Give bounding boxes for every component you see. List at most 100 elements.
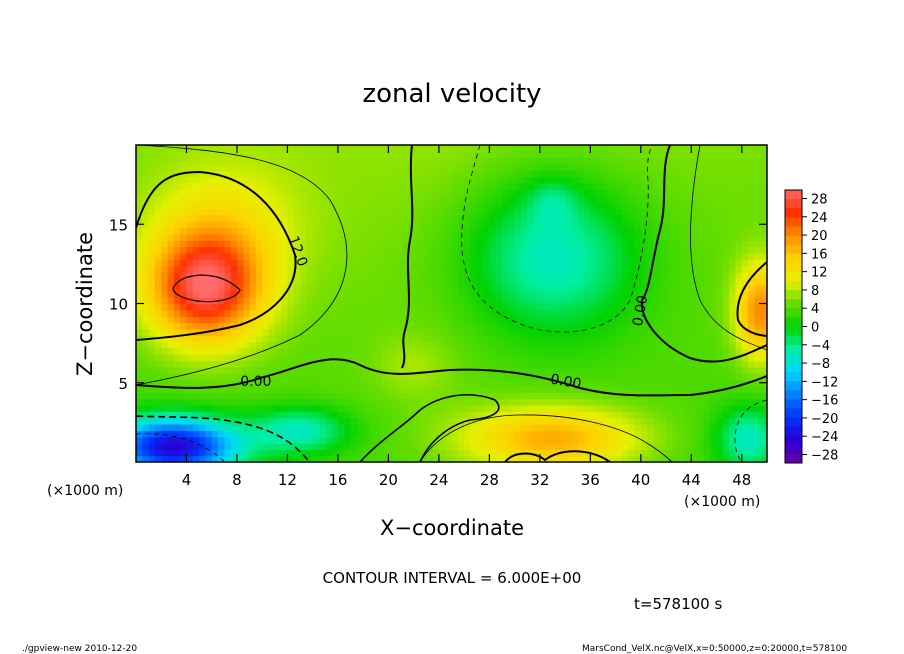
heat-cell: [224, 202, 232, 209]
heat-cell: [741, 328, 749, 336]
heat-cell: [268, 423, 276, 431]
heat-cell: [640, 417, 648, 425]
heat-cell: [615, 392, 623, 400]
heat-cell: [186, 208, 194, 216]
heat-cell: [558, 347, 566, 355]
heat-cell: [483, 208, 490, 216]
heat-cell: [413, 202, 421, 209]
heat-cell: [495, 157, 503, 165]
heat-cell: [615, 246, 623, 254]
heat-cell: [148, 404, 156, 412]
heat-cell: [735, 278, 743, 286]
heat-cell: [508, 145, 516, 152]
heat-cell: [218, 423, 225, 431]
heat-cell: [287, 233, 295, 241]
heat-cell: [659, 360, 667, 368]
heat-cell: [142, 449, 150, 457]
heat-cell: [173, 195, 181, 203]
heat-cell: [527, 398, 535, 406]
heat-cell: [445, 265, 453, 273]
heat-cell: [142, 398, 150, 406]
heat-cell: [729, 195, 737, 203]
heat-cell: [445, 278, 453, 286]
heat-cell: [697, 430, 705, 438]
heat-cell: [281, 202, 289, 209]
heat-cell: [666, 335, 673, 343]
heat-cell: [445, 227, 453, 235]
heat-cell: [754, 195, 762, 203]
heat-cell: [350, 214, 358, 222]
heat-cell: [501, 164, 509, 171]
heat-cell: [659, 303, 667, 311]
heat-cell: [716, 208, 724, 216]
heat-cell: [621, 366, 629, 374]
heat-cell: [546, 252, 554, 260]
heat-cell: [729, 240, 737, 248]
heat-cell: [457, 221, 465, 229]
heat-cell: [678, 404, 686, 412]
heat-cell: [659, 176, 667, 184]
heat-cell: [344, 436, 352, 444]
heat-cell: [401, 360, 408, 368]
heat-cell: [161, 252, 169, 260]
heat-cell: [609, 246, 617, 254]
heat-cell: [312, 341, 320, 349]
heat-cell: [180, 246, 188, 254]
heat-cell: [609, 157, 617, 165]
heat-cell: [571, 385, 579, 393]
heat-cell: [514, 449, 522, 457]
heat-cell: [729, 373, 737, 381]
heat-cell: [331, 379, 339, 387]
heat-cell: [199, 360, 207, 368]
heat-cell: [382, 366, 389, 374]
heat-cell: [754, 240, 762, 248]
heat-cell: [192, 335, 200, 343]
heat-cell: [741, 423, 749, 431]
heat-cell: [722, 360, 730, 368]
heat-cell: [350, 278, 358, 286]
heat-cell: [596, 265, 604, 273]
heat-cell: [419, 316, 427, 324]
heat-cell: [142, 240, 150, 248]
heat-cell: [218, 246, 225, 254]
heat-cell: [628, 151, 636, 159]
heat-cell: [274, 442, 282, 450]
heat-cell: [180, 303, 188, 311]
heat-cell: [703, 335, 711, 343]
heat-cell: [590, 423, 598, 431]
heat-cell: [224, 189, 232, 197]
heat-cell: [565, 259, 572, 267]
heat-cell: [243, 341, 251, 349]
heat-cell: [388, 278, 396, 286]
heat-cell: [602, 404, 610, 412]
heat-cell: [697, 170, 705, 178]
heat-cell: [331, 366, 339, 374]
heat-cell: [274, 322, 282, 330]
heat-cell: [577, 411, 585, 419]
heat-cell: [388, 366, 396, 374]
heat-cell: [621, 455, 629, 462]
heat-cell: [457, 176, 465, 184]
heat-cell: [621, 278, 629, 286]
heat-cell: [565, 233, 572, 241]
heat-cell: [571, 335, 579, 343]
heat-cell: [325, 176, 333, 184]
heat-cell: [186, 297, 194, 305]
heat-cell: [533, 176, 541, 184]
heat-cell: [640, 265, 648, 273]
heat-cell: [691, 385, 699, 393]
heat-cell: [401, 398, 408, 406]
heat-cell: [508, 322, 516, 330]
heat-cell: [382, 297, 389, 305]
heat-cell: [457, 385, 465, 393]
heat-cell: [666, 278, 673, 286]
heat-cell: [735, 423, 743, 431]
heat-cell: [596, 246, 604, 254]
heat-cell: [413, 309, 421, 317]
heat-cell: [697, 455, 705, 462]
heat-cell: [451, 278, 459, 286]
heat-cell: [331, 303, 339, 311]
heat-cell: [249, 303, 257, 311]
heat-cell: [703, 449, 711, 457]
heat-cell: [199, 170, 207, 178]
